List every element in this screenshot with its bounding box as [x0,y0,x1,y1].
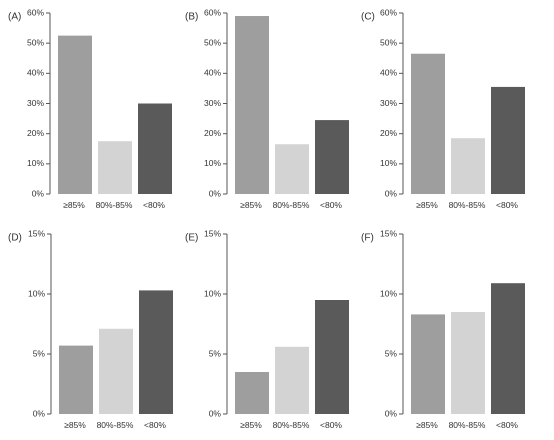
panel-label: (A) [8,12,21,23]
y-tick-label: 60% [27,7,44,17]
x-tick-label: ≥85% [64,420,86,430]
bar [491,283,525,414]
y-tick-label: 20% [204,128,221,138]
bar [411,314,445,414]
chart-panel-b: (B) 0% 10% 20% 30% 40% 50% 60% ≥85% 80%-85% <80% [185,7,349,210]
bar [138,103,172,194]
y-tick-label: 0% [385,408,398,418]
x-tick-label: 80%-85% [97,420,134,430]
y-tick-label: 60% [380,7,397,17]
y-tick-label: 50% [27,37,44,47]
bar [235,16,269,195]
bar [411,53,445,194]
y-tick-label: 10% [204,288,221,298]
y-tick-label: 5% [33,348,46,358]
x-tick-label: ≥85% [416,420,438,430]
y-tick-label: 20% [27,128,44,138]
bar [235,372,269,414]
chart-panel-e: (E) 0% 5% 10% 15% ≥85% 80%-85% <80% [185,228,349,430]
x-tick-label: <80% [320,420,342,430]
bar [451,138,485,194]
x-tick-label: 80%-85% [449,420,486,430]
y-tick-label: 0% [209,408,222,418]
y-tick-label: 60% [204,7,221,17]
y-tick-label: 10% [380,158,397,168]
panel-label: (F) [361,233,374,244]
y-tick-label: 50% [380,37,397,47]
x-tick-label: ≥85% [240,200,262,210]
y-tick-label: 0% [385,188,398,198]
y-tick-label: 10% [27,158,44,168]
panel-label: (C) [361,12,375,23]
x-tick-label: ≥85% [240,420,262,430]
x-tick-label: <80% [320,200,342,210]
chart-panel-d: (D) 0% 5% 10% 15% ≥85% 80%-85% <80% [8,228,173,430]
bar [139,290,173,414]
bar [98,141,132,194]
y-tick-label: 30% [27,98,44,108]
chart-panel-a: (A) 0% 10% 20% 30% 40% 50% 60% ≥85% 80%-85% <80% [8,7,172,210]
y-tick-label: 15% [380,228,397,238]
chart-panel-c: (C) 0% 10% 20% 30% 40% 50% 60% ≥85% 80%-85% <80% [361,7,525,210]
panel-label: (E) [185,233,198,244]
x-tick-label: 80%-85% [273,420,310,430]
x-tick-label: <80% [143,200,165,210]
y-tick-label: 10% [28,288,45,298]
bar [491,86,525,194]
x-tick-label: 80%-85% [449,200,486,210]
y-tick-label: 5% [209,348,222,358]
y-tick-label: 15% [204,228,221,238]
bar [315,120,349,194]
bar [275,144,309,194]
x-tick-label: <80% [144,420,166,430]
bar [275,346,309,414]
bar [451,312,485,414]
y-tick-label: 50% [204,37,221,47]
y-tick-label: 40% [27,68,44,78]
x-tick-label: 80%-85% [96,200,133,210]
x-tick-label: <80% [496,200,518,210]
y-tick-label: 40% [380,68,397,78]
panel-label: (B) [185,12,198,23]
y-tick-label: 0% [209,188,222,198]
y-tick-label: 10% [204,158,221,168]
y-tick-label: 5% [385,348,398,358]
x-tick-label: ≥85% [63,200,85,210]
bar [58,35,92,194]
panel-label: (D) [8,233,22,244]
y-tick-label: 30% [380,98,397,108]
y-tick-label: 0% [32,188,45,198]
y-tick-label: 40% [204,68,221,78]
bar [99,328,133,414]
y-tick-label: 10% [380,288,397,298]
bar [315,300,349,414]
y-tick-label: 0% [33,408,46,418]
x-tick-label: <80% [496,420,518,430]
y-tick-label: 30% [204,98,221,108]
x-tick-label: ≥85% [416,200,438,210]
y-tick-label: 20% [380,128,397,138]
x-tick-label: 80%-85% [273,200,310,210]
y-tick-label: 15% [28,228,45,238]
bar [59,345,93,414]
chart-panel-f: (F) 0% 5% 10% 15% ≥85% 80%-85% <80% [361,228,525,430]
